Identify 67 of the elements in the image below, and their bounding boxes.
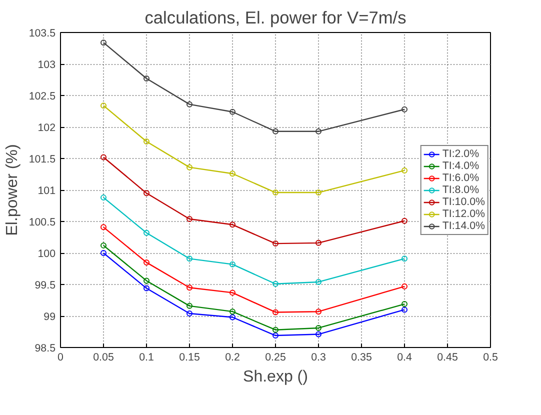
point (186, 310, 192, 316)
point (230, 308, 236, 315)
y-tick-label: 103.5 (28, 28, 56, 40)
point (272, 309, 278, 316)
point (316, 190, 322, 196)
point (272, 332, 278, 339)
x-tick-label: 0.15 (179, 352, 200, 364)
point (272, 326, 278, 333)
y-axis-title: El.power (%) (4, 144, 21, 236)
point (186, 302, 192, 309)
point (144, 75, 150, 82)
point (272, 190, 278, 196)
x-tick-label: 0.45 (437, 352, 458, 364)
y-tick-label: 100 (38, 248, 56, 260)
point (186, 101, 192, 108)
point (144, 285, 150, 292)
x-tick-label: 0.3 (311, 352, 326, 364)
point (144, 230, 150, 236)
y-tick-label: 99.5 (34, 280, 56, 292)
y-tick-label: 99 (44, 311, 56, 323)
point (144, 278, 150, 284)
x-tick-label: 0 (58, 352, 64, 364)
y-tick-label: 103 (38, 59, 56, 71)
y-tick-label: 101.5 (28, 154, 56, 166)
legend-label: TI:4.0% (442, 160, 480, 172)
point (316, 331, 322, 338)
x-tick-label: 0.25 (265, 352, 286, 364)
point (144, 138, 150, 144)
point (230, 222, 236, 228)
x-tick-label: 0.5 (483, 352, 498, 364)
point (230, 261, 236, 268)
legend-label: TI:2.0% (442, 148, 480, 160)
point (272, 280, 278, 287)
point (316, 128, 322, 134)
point (316, 308, 322, 315)
point (230, 314, 236, 320)
y-tick-label: 98.5 (34, 342, 56, 354)
point (186, 164, 192, 170)
point (230, 108, 236, 115)
y-tick-label: 102.5 (28, 90, 56, 102)
point (186, 284, 192, 291)
legend-label: TI:6.0% (442, 172, 480, 184)
point (272, 128, 278, 134)
point (316, 278, 322, 285)
legend-label: TI:14.0% (442, 220, 485, 232)
point (316, 240, 322, 246)
point (186, 216, 192, 222)
x-tick-label: 0.4 (397, 352, 412, 364)
y-tick-label: 102 (38, 122, 56, 134)
legend-label: TI:12.0% (442, 208, 485, 220)
x-tick-label: 0.1 (139, 352, 154, 364)
point (316, 324, 322, 331)
chart-title: calculations, El. power for V=7m/s (144, 8, 407, 28)
point (186, 256, 192, 262)
y-tick-label: 101 (38, 185, 56, 197)
x-axis-title: Sh.exp () (243, 368, 308, 386)
x-tick-label: 0.05 (93, 352, 114, 364)
point (144, 190, 150, 196)
point (230, 290, 236, 296)
legend-label: TI:10.0% (442, 196, 485, 208)
point (144, 259, 150, 266)
point (272, 240, 278, 247)
y-tick-label: 100.5 (28, 216, 56, 228)
x-tick-label: 0.35 (351, 352, 372, 364)
legend-label: TI:8.0% (442, 184, 480, 196)
point (230, 170, 236, 177)
x-tick-label: 0.2 (225, 352, 240, 364)
